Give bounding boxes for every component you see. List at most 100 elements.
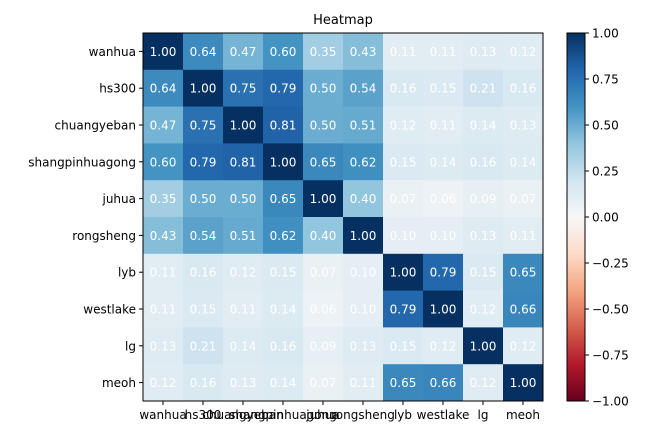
heatmap-cell [463, 327, 504, 365]
cell-value-label: 0.79 [190, 155, 217, 169]
heatmap-cell [503, 364, 544, 402]
cell-value-label: 0.81 [270, 119, 297, 133]
x-tick-label: shangpinhuagong [229, 408, 337, 422]
heatmap-cell [263, 327, 304, 365]
cell-value-label: 0.65 [390, 376, 417, 390]
heatmap-cell [463, 106, 504, 144]
heatmap-cell [303, 143, 344, 181]
cell-value-label: 0.12 [510, 45, 537, 59]
heatmap-cell [463, 33, 504, 71]
cell-value-label: 0.15 [270, 266, 297, 280]
cell-value-label: 0.51 [230, 229, 257, 243]
cell-value-label: 0.54 [350, 82, 377, 96]
heatmap-cell [343, 33, 384, 71]
cell-value-label: 0.06 [430, 192, 457, 206]
heatmap-cell [383, 217, 424, 255]
colorbar-tick-label: −0.50 [592, 303, 629, 317]
cell-value-label: 1.00 [430, 303, 457, 317]
heatmap-cell [143, 217, 184, 255]
heatmap-cell [503, 327, 544, 365]
heatmap-cell [183, 143, 224, 181]
cell-value-label: 0.43 [350, 45, 377, 59]
cell-value-label: 0.07 [510, 192, 537, 206]
cell-value-label: 1.00 [190, 82, 217, 96]
cell-value-label: 0.35 [310, 45, 337, 59]
heatmap-cell [343, 217, 384, 255]
cell-value-label: 0.12 [390, 119, 417, 133]
cell-value-label: 0.62 [270, 229, 297, 243]
cell-value-label: 0.16 [470, 155, 497, 169]
cell-value-label: 0.14 [470, 119, 497, 133]
heatmap-cell [263, 217, 304, 255]
cell-value-label: 0.15 [190, 303, 217, 317]
x-tick-label: rongsheng [331, 408, 395, 422]
heatmap-cell [183, 180, 224, 218]
cell-value-label: 0.13 [230, 376, 257, 390]
y-tick-label: meoh [102, 376, 136, 390]
cell-value-label: 1.00 [390, 266, 417, 280]
cell-value-label: 1.00 [470, 339, 497, 353]
x-tick-label: wanhua [139, 408, 186, 422]
heatmap-cell [343, 69, 384, 108]
y-tick-label: shangpinhuagong [28, 155, 136, 169]
cell-value-label: 0.62 [350, 155, 377, 169]
cell-value-label: 0.51 [350, 119, 377, 133]
heatmap-cell [143, 69, 184, 108]
cell-value-label: 0.15 [430, 82, 457, 96]
y-tick-label: lg [125, 339, 136, 353]
cell-value-label: 0.81 [230, 155, 257, 169]
heatmap-cell [503, 290, 544, 328]
cell-value-label: 0.16 [190, 376, 217, 390]
cell-value-label: 0.66 [510, 303, 537, 317]
heatmap-cell [223, 143, 264, 181]
heatmap-cell [143, 143, 184, 181]
cell-value-label: 0.12 [230, 266, 257, 280]
heatmap-cell [263, 69, 304, 108]
cell-value-label: 0.13 [150, 339, 177, 353]
colorbar-tick-label: 0.75 [592, 73, 619, 87]
cell-value-label: 0.11 [150, 266, 177, 280]
cell-value-label: 1.00 [350, 229, 377, 243]
cell-value-label: 0.11 [430, 45, 457, 59]
heatmap-cell [503, 69, 544, 108]
heatmap-cell [343, 106, 384, 144]
cell-value-label: 0.54 [190, 229, 217, 243]
cell-value-label: 0.50 [310, 82, 337, 96]
x-tick-label: juhua [305, 408, 340, 422]
cell-value-label: 0.11 [510, 229, 537, 243]
colorbar-tick-label: 0.00 [592, 211, 619, 225]
cell-value-label: 0.79 [270, 82, 297, 96]
cell-value-label: 0.14 [230, 339, 257, 353]
heatmap-cell [383, 33, 424, 71]
heatmap-cell [143, 253, 184, 292]
heatmap-cell [463, 143, 504, 181]
cell-value-label: 0.13 [470, 229, 497, 243]
heatmap-cell [303, 106, 344, 144]
cell-value-label: 0.11 [430, 119, 457, 133]
cell-value-label: 0.43 [150, 229, 177, 243]
y-tick-label: westlake [83, 303, 136, 317]
heatmap-cell [343, 290, 384, 328]
cell-value-label: 0.35 [150, 192, 177, 206]
heatmap-cell [383, 290, 424, 328]
heatmap-cell [383, 180, 424, 218]
heatmap-cell [383, 327, 424, 365]
cell-value-label: 0.65 [270, 192, 297, 206]
cell-value-label: 0.12 [510, 339, 537, 353]
heatmap-cell [183, 69, 224, 108]
heatmap-cell [303, 217, 344, 255]
colorbar-tick-label: 0.50 [592, 119, 619, 133]
heatmap-cell [223, 180, 264, 218]
cell-value-label: 0.09 [470, 192, 497, 206]
heatmap-cell [223, 106, 264, 144]
cell-value-label: 0.09 [310, 339, 337, 353]
heatmap-cell [503, 180, 544, 218]
heatmap-cell [503, 106, 544, 144]
heatmap-cell [143, 106, 184, 144]
cell-value-label: 0.14 [270, 376, 297, 390]
cell-value-label: 0.60 [150, 155, 177, 169]
cell-value-label: 0.12 [430, 339, 457, 353]
heatmap-cell [303, 290, 344, 328]
cell-value-label: 0.50 [230, 192, 257, 206]
